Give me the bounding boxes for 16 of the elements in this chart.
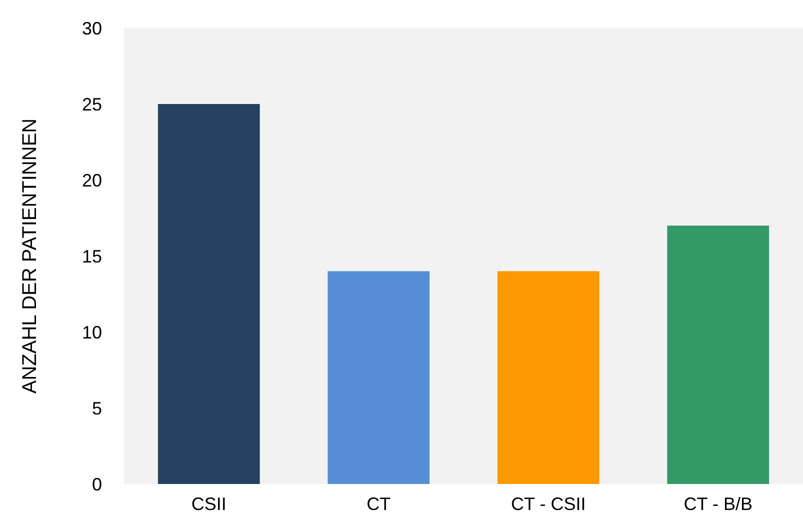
x-tick-label: CSII [191, 494, 226, 514]
y-tick-label: 5 [92, 398, 102, 418]
y-tick-label: 25 [82, 94, 102, 114]
bar [328, 271, 430, 484]
bar [158, 104, 260, 484]
y-tick-label: 0 [92, 474, 102, 494]
x-tick-label: CT - B/B [684, 494, 752, 514]
y-tick-label: 30 [82, 18, 102, 38]
x-tick-label: CT [366, 494, 391, 514]
x-tick-label: CT - CSII [511, 494, 586, 514]
bar [667, 226, 770, 484]
y-axis-title: ANZAHL DER PATIENTINNEN [19, 118, 41, 394]
y-tick-label: 10 [82, 322, 102, 342]
bar [497, 271, 600, 484]
y-tick-label: 15 [82, 246, 102, 266]
y-tick-label: 20 [82, 170, 102, 190]
